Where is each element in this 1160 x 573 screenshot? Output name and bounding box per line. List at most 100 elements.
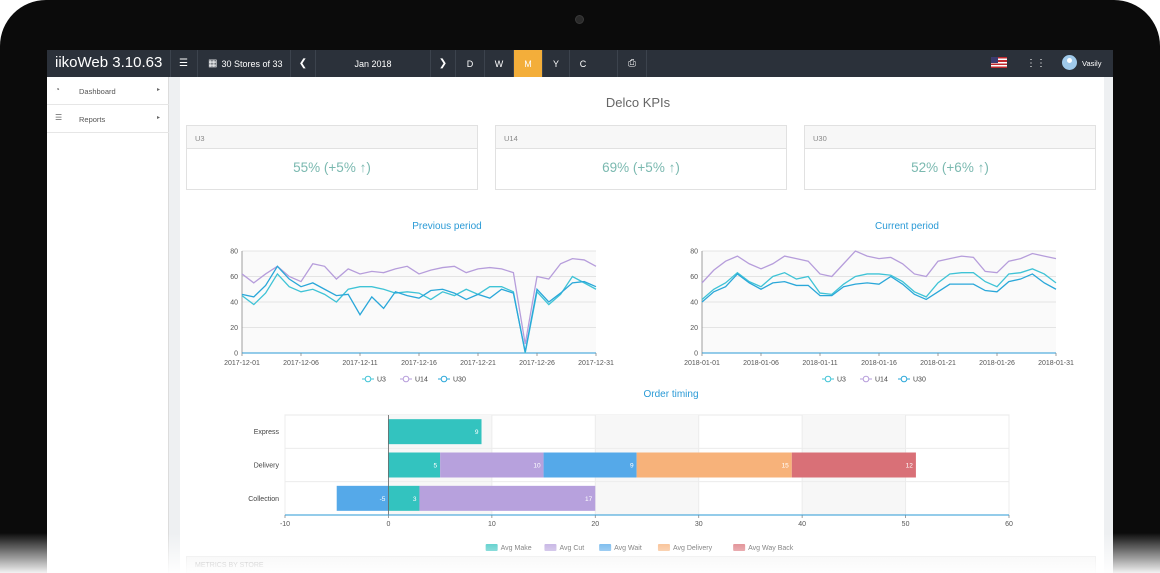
chevron-left-icon: ❮	[298, 58, 308, 69]
bar-segment	[636, 452, 792, 478]
x-tick-label: 20	[591, 521, 599, 528]
x-tick-label: 2017-12-21	[460, 360, 496, 367]
bar-segment	[388, 419, 482, 445]
period-month-label: M	[524, 58, 532, 69]
x-tick-label: 2018-01-21	[920, 360, 956, 367]
legend-label: Avg Way Back	[748, 545, 794, 552]
us-flag-icon[interactable]	[991, 57, 1007, 68]
legend-label: U30	[453, 377, 466, 384]
chevron-right-icon: ❯	[438, 58, 448, 69]
period-week-button[interactable]: W	[484, 50, 513, 77]
print-icon: ⎙	[628, 58, 636, 69]
bar-segment	[791, 452, 916, 478]
sidebar: ◔ Dashboard ▸ ☰ Reports ▸	[47, 77, 169, 573]
period-day-label: D	[466, 58, 474, 69]
kpi-card-u14: U14 69% (+5% ↑)	[495, 125, 787, 190]
legend-marker	[824, 375, 832, 383]
x-tick-label: 2018-01-16	[861, 360, 897, 367]
x-tick-label: 2017-12-31	[578, 360, 614, 367]
series-line-u3	[701, 268, 1057, 300]
store-selector[interactable]: ▦ 30 Stores of 33	[197, 50, 290, 77]
legend-label: U14	[875, 377, 888, 384]
chevron-right-icon: ▸	[157, 115, 161, 121]
store-icon: ▦	[208, 58, 218, 69]
print-button[interactable]: ⎙	[617, 50, 647, 77]
kpi-value: 55% (+5% ↑)	[293, 160, 371, 175]
camera-icon	[575, 15, 584, 24]
kpi-card-u30: U30 52% (+6% ↑)	[804, 125, 1096, 190]
period-year-label: Y	[552, 58, 559, 69]
x-tick-label: 2018-01-31	[1038, 360, 1074, 367]
bar-value-label: 3	[413, 496, 417, 503]
x-tick-label: 30	[695, 521, 703, 528]
period-month-button[interactable]: M	[513, 50, 542, 77]
legend-marker	[862, 375, 870, 383]
x-tick-label: 2017-12-01	[224, 360, 260, 367]
legend-label: Avg Cut	[559, 545, 584, 552]
x-tick-label: 2017-12-26	[519, 360, 555, 367]
kpi-label: U3	[187, 126, 477, 149]
bar-segment	[419, 485, 596, 511]
legend-label: U30	[913, 377, 926, 384]
menu-button[interactable]: ☰	[170, 50, 196, 77]
bar-value-label: -5	[380, 496, 386, 503]
y-tick-label: Delivery	[254, 463, 280, 470]
bar-value-label: 12	[906, 463, 914, 470]
page-title: Delco KPIs	[605, 95, 671, 110]
bar-segment	[336, 485, 389, 511]
scrollbar[interactable]	[1104, 77, 1113, 573]
metrics-section-header[interactable]: METRICS BY STORE	[186, 556, 1096, 573]
x-tick-label: 2017-12-11	[342, 360, 377, 367]
bar-segment	[388, 485, 420, 511]
list-icon: ☰	[55, 113, 63, 122]
legend-label: U3	[377, 377, 386, 384]
bar-value-label: 9	[475, 429, 479, 436]
bar-value-label: 15	[782, 463, 790, 470]
grid-icon: ⋮⋮	[1026, 58, 1046, 69]
sidebar-item-reports[interactable]: ☰ Reports ▸	[47, 105, 169, 133]
legend-label: U3	[837, 377, 846, 384]
sidebar-item-dashboard[interactable]: ◔ Dashboard ▸	[47, 77, 169, 105]
y-tick-label: Express	[254, 429, 280, 436]
app-screen: iikoWeb 3.10.63 ☰ ▦ 30 Stores of 33 ❮ Ja…	[47, 50, 1113, 573]
chart-title-current: Current period	[875, 221, 939, 232]
period-custom-label: C	[579, 58, 587, 69]
apps-button[interactable]: ⋮⋮	[1025, 50, 1047, 77]
y-tick-label: 0	[234, 351, 238, 358]
bar-segment	[543, 452, 637, 478]
bar-segment	[440, 452, 544, 478]
y-tick-label: Collection	[248, 496, 279, 503]
legend-marker	[440, 375, 448, 383]
user-name[interactable]: Vasily	[1082, 59, 1102, 68]
legend-label: U14	[415, 377, 428, 384]
x-tick-label: 60	[1005, 521, 1013, 528]
chevron-right-icon: ▸	[157, 87, 161, 93]
chart-title-order-timing: Order timing	[643, 389, 699, 400]
x-tick-label: -10	[280, 521, 290, 528]
hamburger-icon: ☰	[179, 58, 188, 69]
y-tick-label: 40	[690, 300, 698, 307]
x-tick-label: 2018-01-06	[743, 360, 779, 367]
main-content: Delco KPIs U3 55% (+5% ↑) U14 69% (+5% ↑…	[180, 77, 1104, 573]
next-period-button[interactable]: ❯	[430, 50, 455, 77]
x-tick-label: 2018-01-11	[802, 360, 837, 367]
period-custom-button[interactable]: C	[569, 50, 596, 77]
app-title: iikoWeb 3.10.63	[55, 54, 163, 71]
period-week-label: W	[494, 58, 504, 69]
y-tick-label: 80	[690, 249, 698, 256]
dashboard-icon: ◔	[55, 85, 60, 94]
bar-value-label: 17	[585, 496, 593, 503]
period-year-button[interactable]: Y	[542, 50, 569, 77]
series-line-u30	[241, 265, 597, 352]
legend-marker	[364, 375, 372, 383]
y-tick-label: 40	[230, 300, 238, 307]
prev-period-button[interactable]: ❮	[290, 50, 315, 77]
chart-title-previous: Previous period	[412, 221, 482, 232]
avatar[interactable]	[1062, 55, 1077, 70]
period-day-button[interactable]: D	[455, 50, 484, 77]
legend-swatch	[485, 544, 498, 551]
period-label[interactable]: Jan 2018	[315, 50, 430, 77]
line-chart-previous: 0 20 40 60 80 2017-12-01 2017-12-06 2017-12-11 2…	[224, 249, 614, 384]
x-tick-label: 2018-01-26	[979, 360, 1015, 367]
y-tick-label: 20	[230, 325, 238, 332]
